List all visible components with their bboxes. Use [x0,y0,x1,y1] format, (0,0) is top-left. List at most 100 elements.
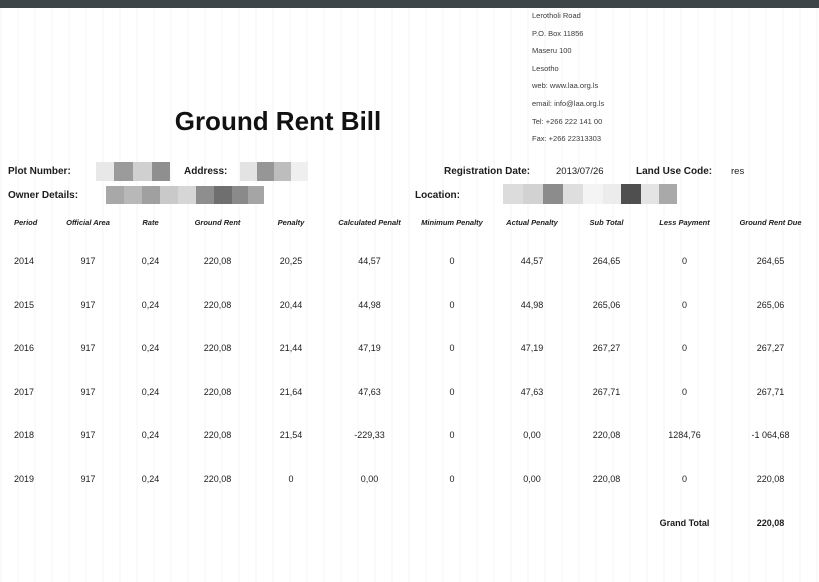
table-cell: 0 [681,343,687,354]
table-cell: 2014 [14,256,35,266]
table-cell: 0 [681,386,687,397]
table-cell: 917 [80,343,96,354]
table-cell: 220,08 [203,473,232,484]
contact-line: Lerotholi Road [532,11,581,20]
contact-line: Tel: +266 222 141 00 [532,116,603,126]
column-header: Penalty [277,218,305,227]
table-cell: -1 064,68 [751,430,790,441]
table-row: 2014 917 0,24 220,08 20,25 44,57 0 44,57 264,65 0… [6,256,815,300]
table-cell: 21,64 [279,386,303,397]
land-use-code-value: res [731,166,745,177]
table-cell: 2017 [14,386,35,397]
table-cell: 2016 [14,343,35,354]
table-cell: 0 [449,343,455,354]
table-cell: 47,19 [520,343,544,354]
redacted-address [240,162,308,181]
table-cell: 267,27 [756,343,785,354]
redacted-owner-details [106,186,264,204]
table-cell: 0 [449,256,455,266]
table-cell: 220,08 [756,473,785,484]
table-cell: 0,00 [523,430,541,441]
table-cell: 0 [449,430,455,441]
table-cell: 220,08 [592,473,621,484]
table-cell: 220,08 [592,430,621,441]
table-cell: 917 [80,430,96,441]
table-cell: 0 [681,473,687,484]
land-use-code-label: Land Use Code: [636,166,713,177]
table-cell: 220,08 [203,343,232,354]
address-label: Address: [184,166,228,177]
table-cell: 20,25 [279,256,303,266]
table-cell: 264,65 [756,256,785,266]
column-header: Rate [142,218,159,227]
table-cell: 220,08 [203,430,232,441]
column-header: Minimum Penalty [421,218,483,227]
table-cell: 917 [80,386,96,397]
table-cell: 1284,76 [668,430,701,441]
contact-block: Lerotholi Road P.O. Box 11856 Maseru 100 Le… [532,7,604,148]
table-cell: 0 [449,473,455,484]
table-cell: 2015 [14,299,35,310]
table-cell: 0 [449,299,455,310]
location-label: Location: [415,190,460,201]
table-cell: 264,65 [592,256,621,266]
contact-line: email: info@laa.org.ls [532,98,605,108]
table-cell: 0,24 [141,343,160,354]
document-title: Ground Rent Bill [174,106,382,136]
grand-total-label: Grand Total [659,518,710,528]
table-cell: 220,08 [203,386,232,397]
table-cell: 44,57 [520,256,544,266]
table-cell: 21,44 [279,343,303,354]
contact-line: Lesotho [532,63,559,73]
table-cell: 2019 [14,473,35,484]
contact-line: P.O. Box 11856 [532,28,584,38]
table-cell: 0 [449,386,455,397]
table-cell: 917 [80,256,96,266]
table-cell: 267,71 [592,386,621,397]
table-cell: 0,24 [141,473,160,484]
table-cell: 0 [288,473,294,484]
table-cell: -229,33 [354,430,385,441]
registration-date-value: 2013/07/26 [556,166,604,177]
table-cell: 0,24 [141,386,160,397]
table-cell: 44,98 [358,299,381,310]
column-header: Ground Rent Due [739,218,802,227]
registration-date-label: Registration Date: [444,166,531,177]
column-header: Less Payment [659,218,710,227]
scan-top-border [0,0,819,8]
table-cell: 917 [80,473,96,484]
column-header: Calculated Penalt [338,218,401,227]
table-cell: 265,06 [756,299,785,310]
column-header: Sub Total [589,218,624,227]
table-cell: 47,19 [358,343,381,354]
table-cell: 0,24 [141,256,160,266]
table-cell: 0,24 [141,430,160,441]
column-header: Actual Penalty [506,218,558,227]
table-row: 2019 917 0,24 220,08 0 0,00 0 0,00 220,08 0 220,08 [6,474,815,518]
table-row: 2016 917 0,24 220,08 21,44 47,19 0 47,19 267,27 0… [6,343,815,387]
plot-number-label: Plot Number: [8,166,71,177]
table-cell: 47,63 [520,386,544,397]
table-cell: 267,71 [756,386,785,397]
table-cell: 265,06 [592,299,621,310]
table-cell: 220,08 [203,299,232,310]
table-cell: 0 [681,299,687,310]
table-cell: 0,24 [141,299,160,310]
table-cell: 44,98 [520,299,544,310]
table-header-row: Period Official Area Rate Ground Rent Penalt… [6,218,815,227]
table-row: 2017 917 0,24 220,08 21,64 47,63 0 47,63 267,71 0… [6,387,815,431]
table-cell: 220,08 [203,256,232,266]
column-header: Ground Rent [194,218,241,227]
owner-details-label: Owner Details: [8,190,79,201]
table-cell: 267,27 [592,343,621,354]
contact-line: Fax: +266 22313303 [532,134,602,144]
table-cell: 47,63 [358,386,381,397]
contact-line: Maseru 100 [532,46,572,56]
table-body: 2014 917 0,24 220,08 20,25 44,57 0 44,57 264,65 0… [6,256,815,518]
contact-line: web: www.laa.org.ls [532,81,599,91]
table-cell: 0,00 [523,473,541,484]
table-cell: 0,00 [360,473,379,484]
grand-total-value: 220,08 [756,518,785,528]
table-row: 2015 917 0,24 220,08 20,44 44,98 0 44,98 265,06 0… [6,300,815,344]
table-cell: 44,57 [358,256,381,266]
